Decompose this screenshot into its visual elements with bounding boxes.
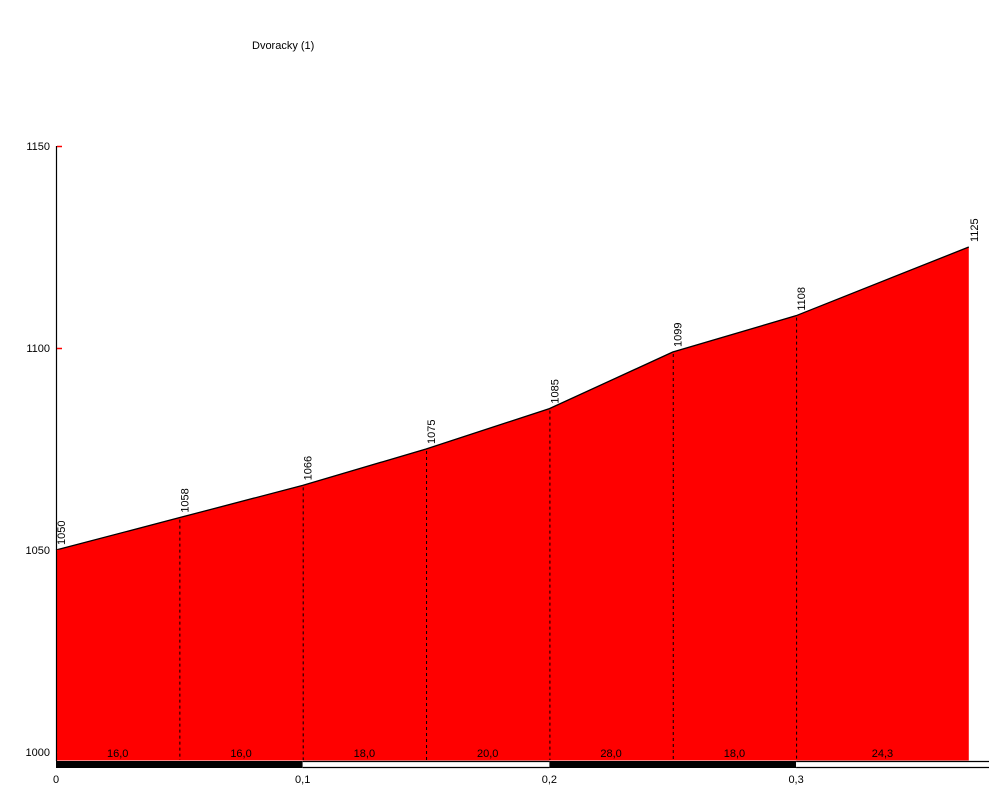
x-axis-tick-label: 0,1: [295, 774, 310, 786]
profile-line: [55, 246, 970, 551]
elevation-point-label: 1085: [549, 379, 561, 403]
km-bar-segment-light: [302, 761, 550, 768]
y-axis-tick-label: 1150: [26, 141, 50, 153]
x-axis-tick-label: 0,3: [788, 774, 803, 786]
y-axis-tick-label: 1100: [26, 343, 50, 355]
gradient-percent-label: 28,0: [600, 748, 621, 760]
elevation-point-label: 1108: [796, 287, 808, 311]
elevation-point-label: 1058: [179, 488, 191, 512]
gradient-percent-label: 18,0: [354, 748, 375, 760]
km-bar-segment-dark: [549, 761, 797, 768]
elevation-point-label: 1050: [56, 521, 68, 545]
elevation-point-label: 1099: [673, 323, 685, 347]
elevation-point-label: 1066: [303, 456, 315, 480]
y-axis-tick-label: 1000: [26, 747, 50, 759]
gradient-percent-label: 24,3: [872, 748, 893, 760]
elevation-area: [56, 247, 969, 761]
elevation-point-label: 1075: [426, 420, 438, 444]
y-axis-tick-label: 1050: [26, 545, 50, 557]
x-axis-tick-label: 0,2: [542, 774, 557, 786]
elevation-point-label: 1125: [969, 218, 981, 242]
gradient-percent-label: 20,0: [477, 748, 498, 760]
gradient-percent-label: 16,0: [230, 748, 251, 760]
x-axis-tick-label: 0: [53, 774, 59, 786]
gradient-percent-label: 16,0: [107, 748, 128, 760]
km-bar-segment-light: [796, 761, 989, 768]
chart-title: Dvoracky (1): [252, 40, 315, 52]
gradient-percent-label: 18,0: [724, 748, 745, 760]
km-bar-segment-dark: [56, 761, 303, 768]
